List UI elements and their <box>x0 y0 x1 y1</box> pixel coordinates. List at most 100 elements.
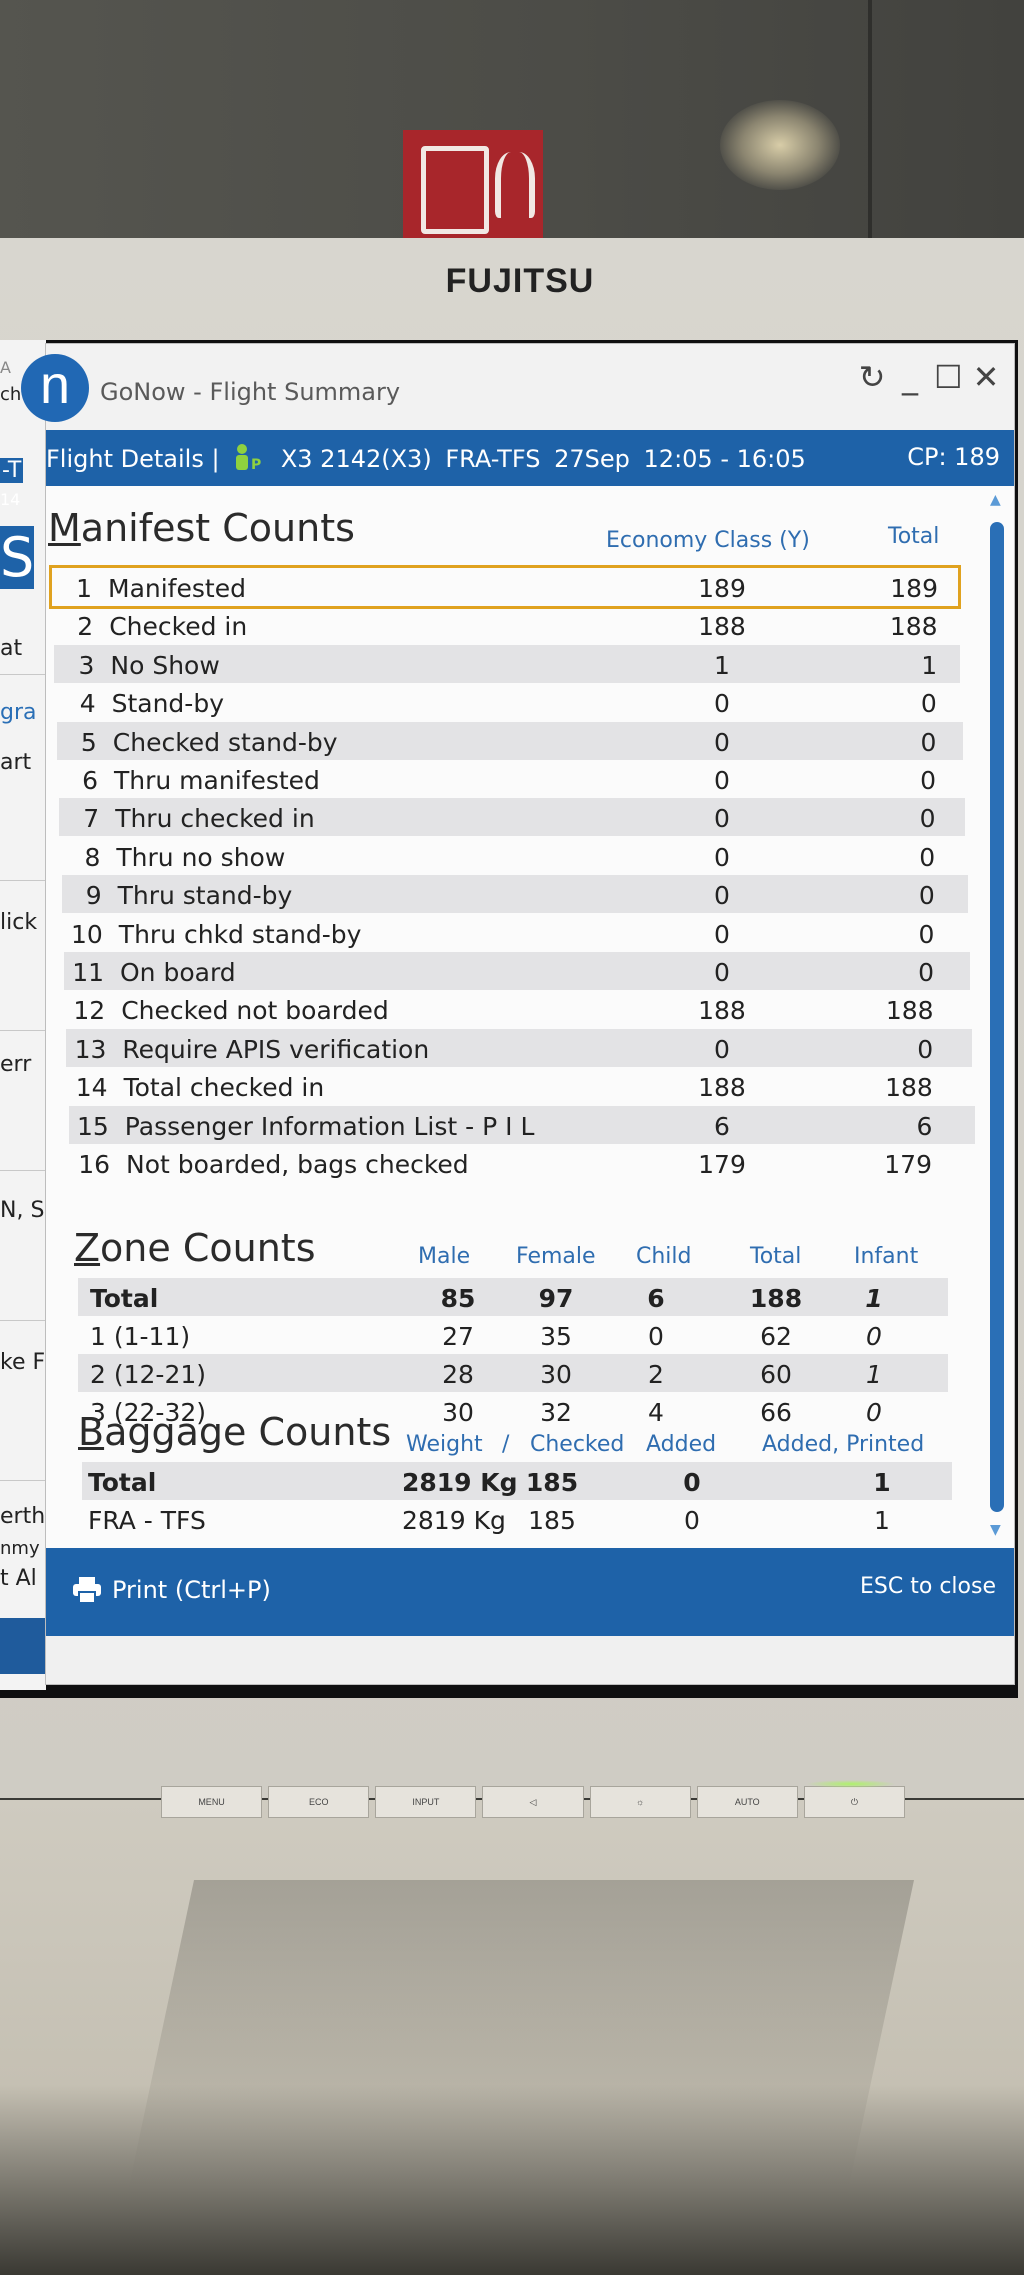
manifest-row[interactable]: 3 No Show 1 1 <box>54 644 961 683</box>
monitor-auto-button[interactable]: AUTO <box>696 1786 798 1818</box>
window-controls: ↻ _ ☐ ✕ <box>858 358 1000 396</box>
row-number: 5 <box>80 727 97 757</box>
total-value: 0 <box>920 689 937 719</box>
economy-class-header: Economy Class (Y) <box>606 528 810 553</box>
manifest-row[interactable]: 1 Manifested 189 189 <box>49 565 961 609</box>
cp-count: CP: 189 <box>907 443 1000 471</box>
bg-fragment: erth <box>0 1504 46 1529</box>
total-value: 0 <box>919 842 936 872</box>
manifest-row[interactable]: 16 Not boarded, bags checked 179 179 <box>70 1144 976 1182</box>
row-label: Thru stand-by <box>117 881 293 911</box>
zone-infant-value: 0 <box>866 1398 882 1427</box>
scroll-down-icon[interactable]: ▼ <box>990 1522 1001 1538</box>
power-led <box>806 1780 896 1788</box>
economy-value: 0 <box>714 1034 730 1064</box>
economy-value: 0 <box>714 842 730 872</box>
zone-col-total: Total <box>750 1244 802 1269</box>
zone-row: Total 85 97 6 188 1 <box>78 1278 948 1316</box>
baggage-col-checked: Checked <box>530 1432 625 1457</box>
manifest-row[interactable]: 5 Checked stand-by 0 0 <box>56 721 963 760</box>
manifest-row[interactable]: 14 Total checked in 188 188 <box>68 1067 974 1105</box>
scrollbar-thumb[interactable] <box>990 522 1004 1512</box>
monitor-brightness-button[interactable]: ☼ <box>589 1786 691 1818</box>
manifest-row[interactable]: 15 Passenger Information List - P I L 6 6 <box>68 1105 975 1144</box>
manifest-row[interactable]: 4 Stand-by 0 0 <box>56 683 962 721</box>
zone-col-male: Male <box>418 1244 471 1269</box>
bg-fragment: S <box>0 526 35 589</box>
minimize-button[interactable]: _ <box>902 358 918 396</box>
row-label: Require APIS verification <box>122 1034 430 1064</box>
economy-value: 189 <box>698 574 746 603</box>
zone-child-value: 6 <box>647 1284 665 1313</box>
total-value: 1 <box>921 650 938 680</box>
flight-details-label: Flight Details | <box>46 445 220 473</box>
refresh-icon[interactable]: ↻ <box>858 358 886 396</box>
row-label: Not boarded, bags checked <box>126 1150 469 1179</box>
manifest-row[interactable]: 7 Thru checked in 0 0 <box>59 798 966 837</box>
row-number: 11 <box>72 958 104 987</box>
manifest-row[interactable]: 9 Thru stand-by 0 0 <box>61 875 968 914</box>
zone-label: 1 (1-11) <box>90 1322 191 1351</box>
zone-child-value: 2 <box>648 1360 664 1389</box>
bg-fragment: -T <box>0 458 24 483</box>
row-number: 8 <box>84 842 101 872</box>
bg-fragment: art <box>0 750 32 775</box>
manifest-row[interactable]: 2 Checked in 188 188 <box>53 606 959 644</box>
monitor-eco-button[interactable]: ECO <box>268 1786 370 1818</box>
row-label: Stand-by <box>111 689 224 719</box>
maximize-button[interactable]: ☐ <box>934 358 963 396</box>
row-number: 4 <box>79 689 96 719</box>
row-label: Thru manifested <box>114 766 320 795</box>
row-label: Passenger Information List - P I L <box>124 1111 535 1141</box>
window-titlebar[interactable]: n GoNow - Flight Summary ↻ _ ☐ ✕ <box>21 344 1014 430</box>
baggage-weight-value: 2819 Kg <box>402 1468 518 1497</box>
flight-time: 12:05 - 16:05 <box>643 445 806 473</box>
total-value: 179 <box>884 1150 932 1179</box>
baggage-added-printed-value: 1 <box>874 1506 890 1535</box>
zone-male-value: 28 <box>442 1360 474 1389</box>
economy-value: 0 <box>714 804 730 834</box>
manifest-row[interactable]: 12 Checked not boarded 188 188 <box>65 990 971 1028</box>
esc-to-close-hint: ESC to close <box>860 1574 996 1599</box>
row-label: Checked not boarded <box>121 996 389 1026</box>
baggage-col-separator: / <box>502 1432 510 1457</box>
zone-total-value: 62 <box>760 1322 792 1351</box>
economy-value: 188 <box>698 996 746 1026</box>
close-button[interactable]: ✕ <box>972 358 1000 396</box>
economy-value: 188 <box>698 612 746 642</box>
manifest-row[interactable]: 11 On board 0 0 <box>64 952 970 990</box>
monitor-power-button[interactable]: ⏻ <box>803 1786 905 1818</box>
baggage-weight-value: 2819 Kg <box>402 1506 506 1535</box>
total-value: 189 <box>890 574 938 603</box>
baggage-row: FRA - TFS 2819 Kg 185 0 1 <box>82 1500 952 1538</box>
total-value: 188 <box>885 996 934 1026</box>
monitor-volume-button[interactable]: ◁ <box>482 1786 584 1818</box>
economy-value: 0 <box>714 958 730 987</box>
total-value: 0 <box>920 727 937 757</box>
economy-value: 0 <box>714 727 730 757</box>
bg-fragment: lick <box>0 910 38 935</box>
manifest-row[interactable]: 6 Thru manifested 0 0 <box>58 760 964 798</box>
manifest-row[interactable]: 8 Thru no show 0 0 <box>60 837 966 875</box>
flight-date: 27Sep <box>554 445 630 473</box>
zone-total-value: 60 <box>760 1360 792 1389</box>
manifest-row[interactable]: 10 Thru chkd stand-by 0 0 <box>63 914 969 952</box>
total-value: 0 <box>918 919 935 949</box>
economy-value: 0 <box>714 881 730 911</box>
scroll-up-icon[interactable]: ▲ <box>990 492 1001 508</box>
baggage-added-value: 0 <box>684 1506 700 1535</box>
print-button[interactable]: Print (Ctrl+P) <box>72 1576 271 1604</box>
bg-fragment: ch <box>0 384 22 405</box>
baggage-row: Total 2819 Kg 185 0 1 <box>82 1462 952 1500</box>
window-title: GoNow - Flight Summary <box>100 378 401 406</box>
monitor-input-button[interactable]: INPUT <box>375 1786 477 1818</box>
manifest-row[interactable]: 13 Require APIS verification 0 0 <box>66 1028 973 1067</box>
zone-infant-value: 1 <box>866 1360 882 1389</box>
row-number: 13 <box>74 1034 107 1064</box>
row-number: 9 <box>85 881 102 911</box>
zone-row: 1 (1-11) 27 35 0 62 0 <box>78 1316 948 1354</box>
vertical-scrollbar[interactable]: ▲ ▼ <box>986 486 1008 1548</box>
monitor-menu-button[interactable]: MENU <box>161 1786 263 1818</box>
flight-summary-dialog: n GoNow - Flight Summary ↻ _ ☐ ✕ Flight … <box>21 344 1014 1684</box>
baggage-col-added: Added <box>646 1432 717 1457</box>
